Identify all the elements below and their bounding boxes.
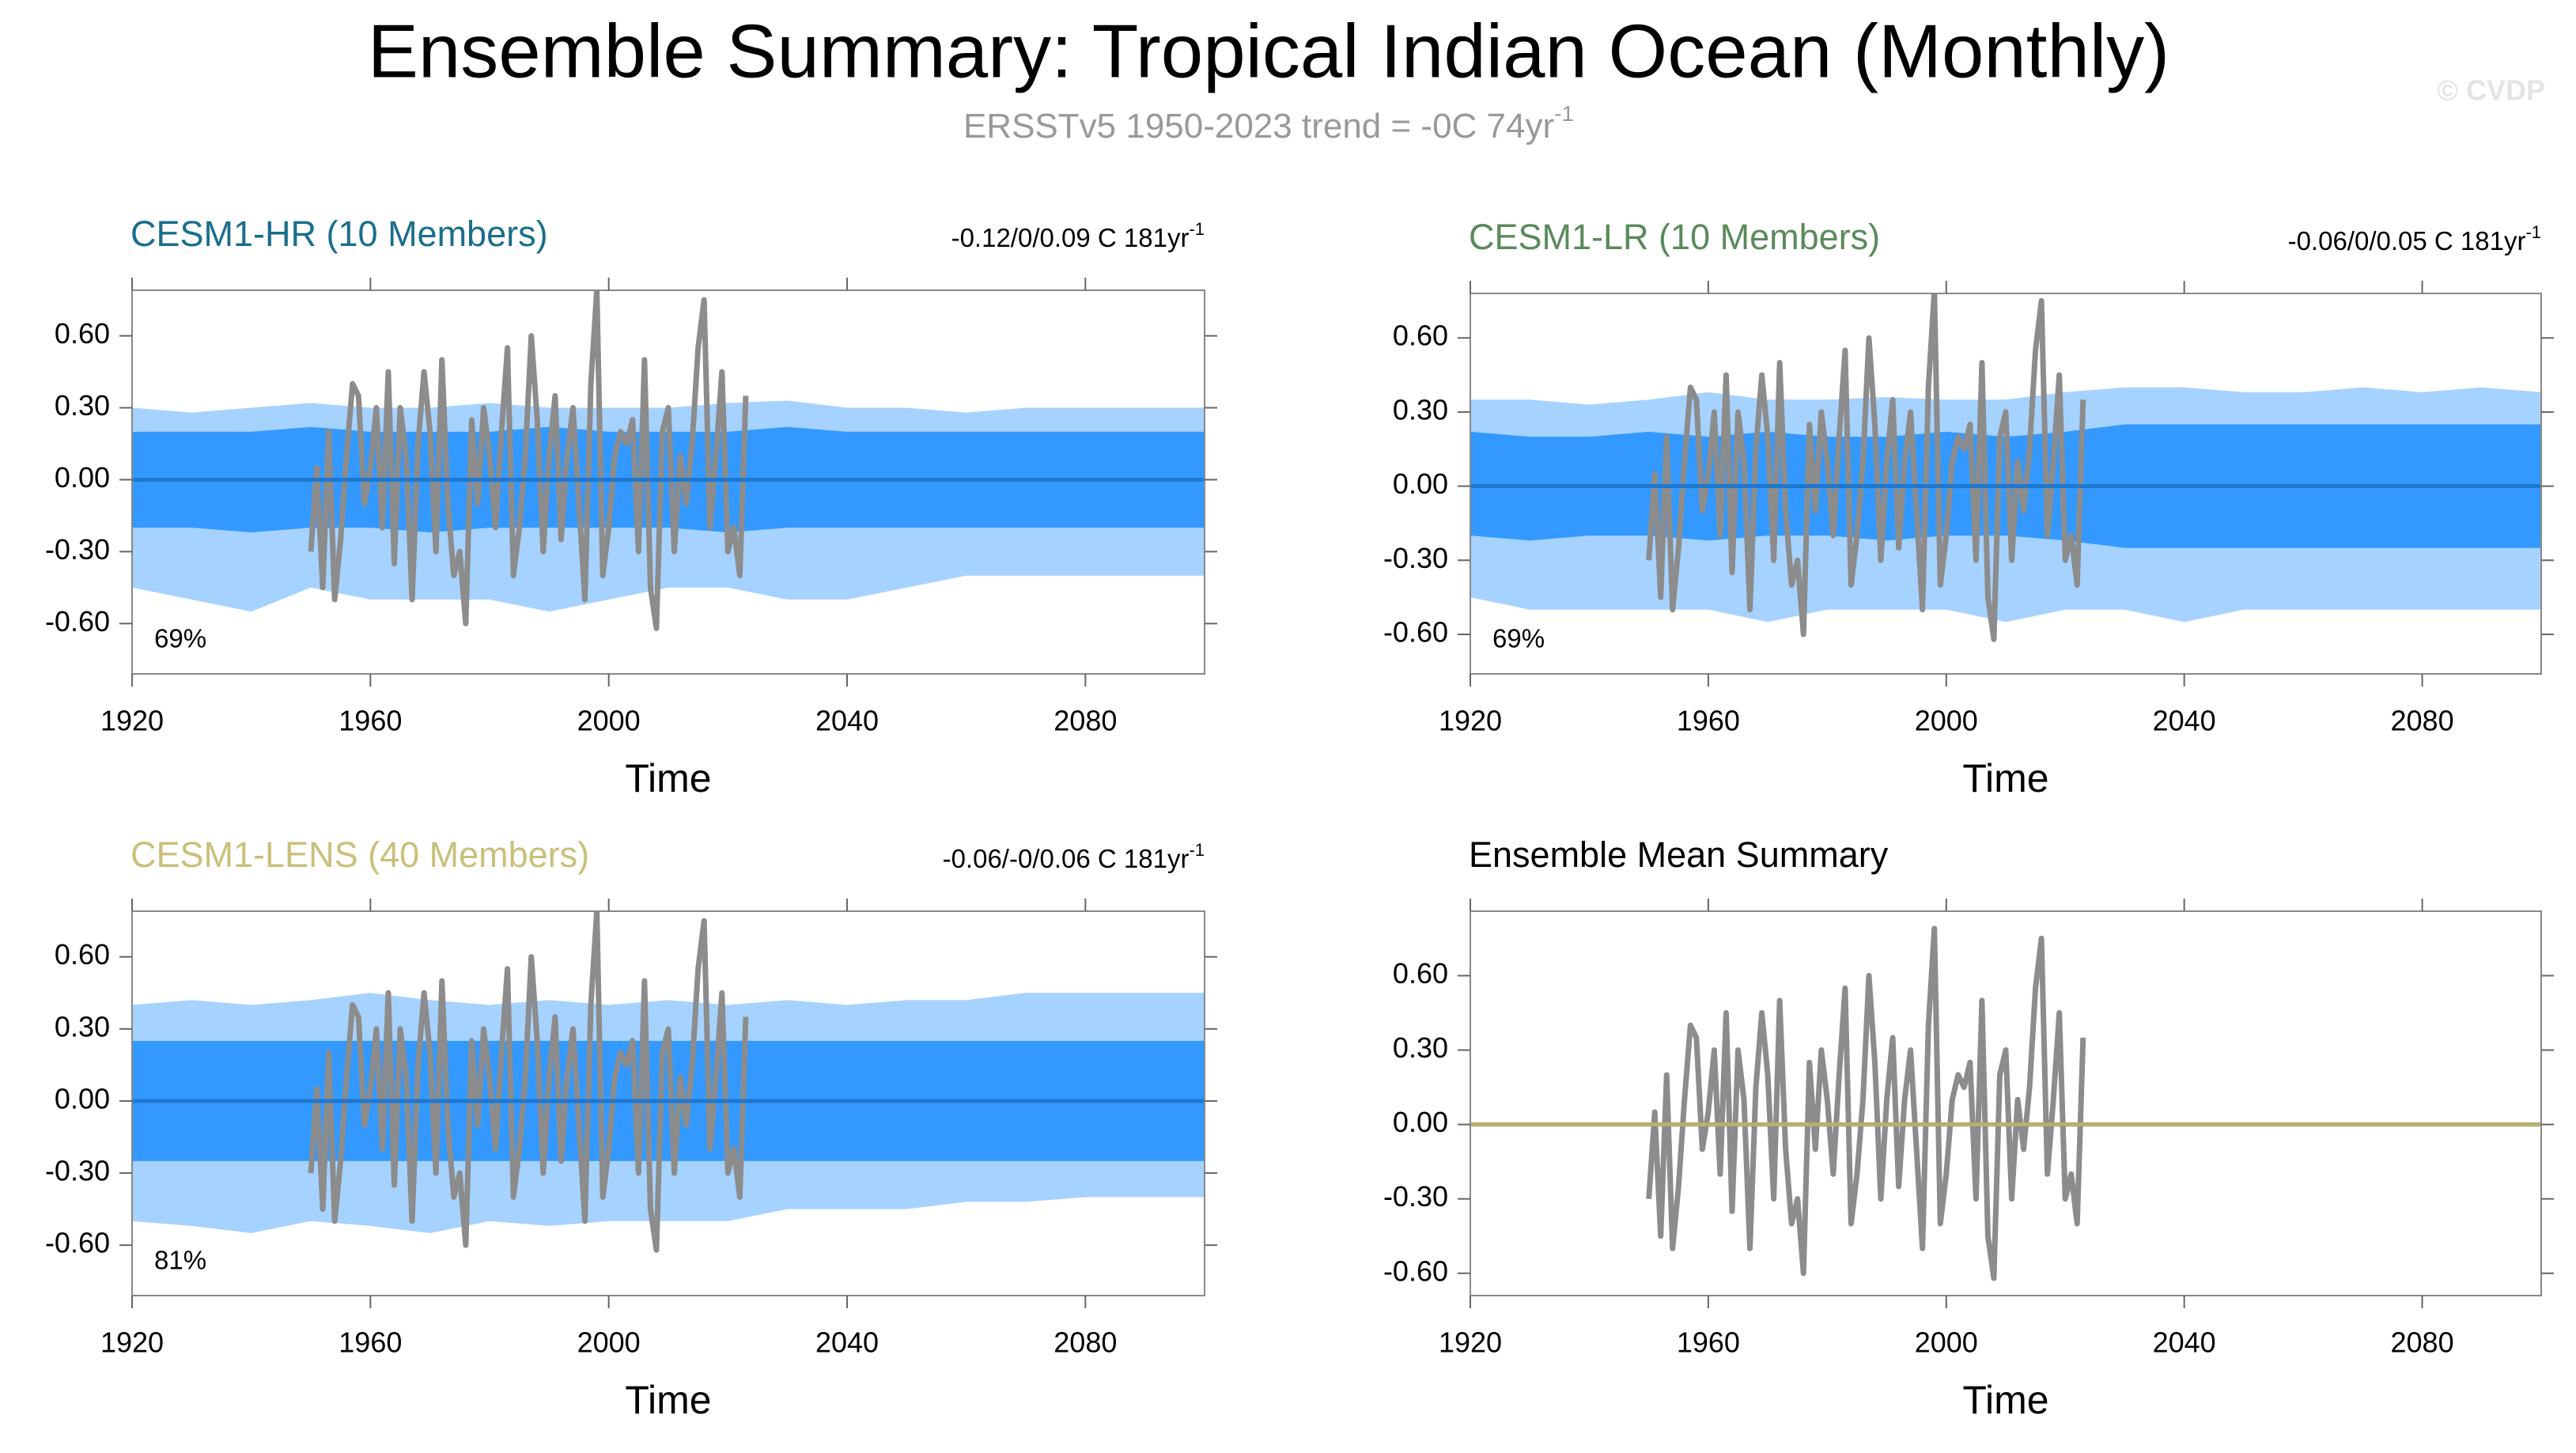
- x-tick-label: 1920: [100, 1326, 164, 1359]
- x-tick-label: 1960: [1677, 1326, 1740, 1359]
- percent-label: 69%: [154, 624, 206, 653]
- x-tick-label: 2000: [1915, 705, 1978, 737]
- y-tick-label: -0.60: [1383, 616, 1448, 649]
- x-tick-label: 2080: [1053, 1326, 1117, 1359]
- x-tick-label: 2000: [577, 1326, 641, 1359]
- figure-title: Ensemble Summary: Tropical Indian Ocean …: [368, 9, 2169, 93]
- y-tick-label: -0.30: [1383, 542, 1448, 574]
- panel: -0.60 -0.30 0.00 0.30 0.60 1920 1960 2000 2040 20…: [1383, 834, 2554, 1422]
- x-tick-label: 2040: [815, 1326, 879, 1359]
- trend-annotation: -0.06/-0/0.06 C 181yr-1: [943, 840, 1205, 873]
- x-tick-label: 2000: [1915, 1326, 1978, 1359]
- plot-frame: [1470, 910, 2542, 1296]
- y-tick-label: 0.60: [1393, 957, 1448, 989]
- plot-frame: [131, 289, 1205, 675]
- y-tick-label: -0.60: [1383, 1254, 1448, 1287]
- x-axis-label: Time: [1962, 1378, 2048, 1422]
- y-tick-label: -0.60: [45, 1227, 110, 1259]
- y-tick-label: -0.60: [45, 605, 110, 638]
- x-tick-label: 1960: [339, 1326, 402, 1359]
- panel: -0.60 -0.30 0.00 0.30 0.60 1920 1960 2000 2040 20…: [45, 834, 1217, 1422]
- x-tick-label: 2040: [2153, 705, 2216, 737]
- plot-area: [132, 290, 1205, 631]
- trend-text: -0.06/-0/0.06 C 181yr: [943, 844, 1190, 873]
- plot-area: [132, 911, 1205, 1253]
- x-tick-label: 1960: [339, 705, 402, 737]
- subtitle-text: ERSSTv5 1950-2023 trend = -0C 74yr: [963, 107, 1554, 146]
- x-tick-label: 2080: [2391, 705, 2454, 737]
- x-tick-label: 2000: [577, 705, 641, 737]
- subtitle: ERSSTv5 1950-2023 trend = -0C 74yr-1: [963, 101, 1574, 145]
- x-tick-label: 1920: [1439, 1326, 1502, 1359]
- x-axis-label: Time: [625, 756, 711, 800]
- panel: -0.60 -0.30 0.00 0.30 0.60 1920 1960 2000 2040 20…: [1383, 217, 2554, 800]
- percent-label: 69%: [1492, 624, 1545, 653]
- trend-superscript: -1: [2525, 222, 2541, 242]
- observed-line: [308, 290, 749, 631]
- y-tick-label: -0.30: [45, 1155, 110, 1187]
- x-tick-label: 2040: [815, 705, 879, 737]
- trend-superscript: -1: [1189, 840, 1205, 860]
- observed-line: [308, 911, 749, 1253]
- plot-area: [1470, 293, 2541, 642]
- observed-line: [1646, 293, 2086, 642]
- x-tick-label: 2080: [1053, 705, 1117, 737]
- percent-label: 81%: [154, 1246, 206, 1275]
- y-tick-label: 0.00: [1393, 467, 1448, 500]
- panel: -0.60 -0.30 0.00 0.30 0.60 1920 1960 2000 2040 20…: [45, 214, 1217, 800]
- x-tick-label: 2080: [2391, 1326, 2454, 1359]
- x-axis-label: Time: [625, 1378, 711, 1422]
- panel-title: Ensemble Mean Summary: [1469, 834, 1889, 875]
- y-tick-label: 0.30: [1393, 1031, 1448, 1064]
- y-tick-label: 0.00: [1393, 1106, 1448, 1138]
- y-tick-label: 0.60: [55, 938, 110, 971]
- x-tick-label: 1920: [100, 705, 164, 737]
- y-tick-label: -0.30: [1383, 1180, 1448, 1213]
- subtitle-superscript: -1: [1554, 101, 1574, 126]
- y-tick-label: -0.30: [45, 533, 110, 566]
- x-tick-label: 1920: [1439, 705, 1502, 737]
- panel-title: CESM1-HR (10 Members): [131, 214, 548, 254]
- x-axis-label: Time: [1962, 756, 2048, 800]
- panel-title: CESM1-LENS (40 Members): [131, 834, 589, 875]
- x-tick-label: 2040: [2153, 1326, 2216, 1359]
- plot-frame: [1470, 293, 2542, 675]
- trend-superscript: -1: [1189, 219, 1205, 239]
- y-tick-label: 0.60: [1393, 320, 1448, 352]
- y-tick-label: 0.30: [55, 1010, 110, 1042]
- trend-text: -0.06/0/0.05 C 181yr: [2288, 226, 2526, 255]
- observed-line: [1646, 925, 2086, 1281]
- y-tick-label: 0.00: [55, 1082, 110, 1114]
- watermark: © CVDP: [2437, 74, 2545, 107]
- trend-annotation: -0.06/0/0.05 C 181yr-1: [2288, 222, 2541, 255]
- x-tick-label: 1960: [1677, 705, 1740, 737]
- y-tick-label: 0.30: [55, 389, 110, 422]
- trend-text: -0.12/0/0.09 C 181yr: [951, 223, 1190, 252]
- y-tick-label: 0.00: [55, 461, 110, 494]
- panel-title: CESM1-LR (10 Members): [1469, 217, 1880, 257]
- y-tick-label: 0.60: [55, 317, 110, 350]
- y-tick-label: 0.30: [1393, 393, 1448, 426]
- plot-area: [1470, 925, 2541, 1281]
- plot-frame: [131, 910, 1205, 1296]
- trend-annotation: -0.12/0/0.09 C 181yr-1: [951, 219, 1205, 252]
